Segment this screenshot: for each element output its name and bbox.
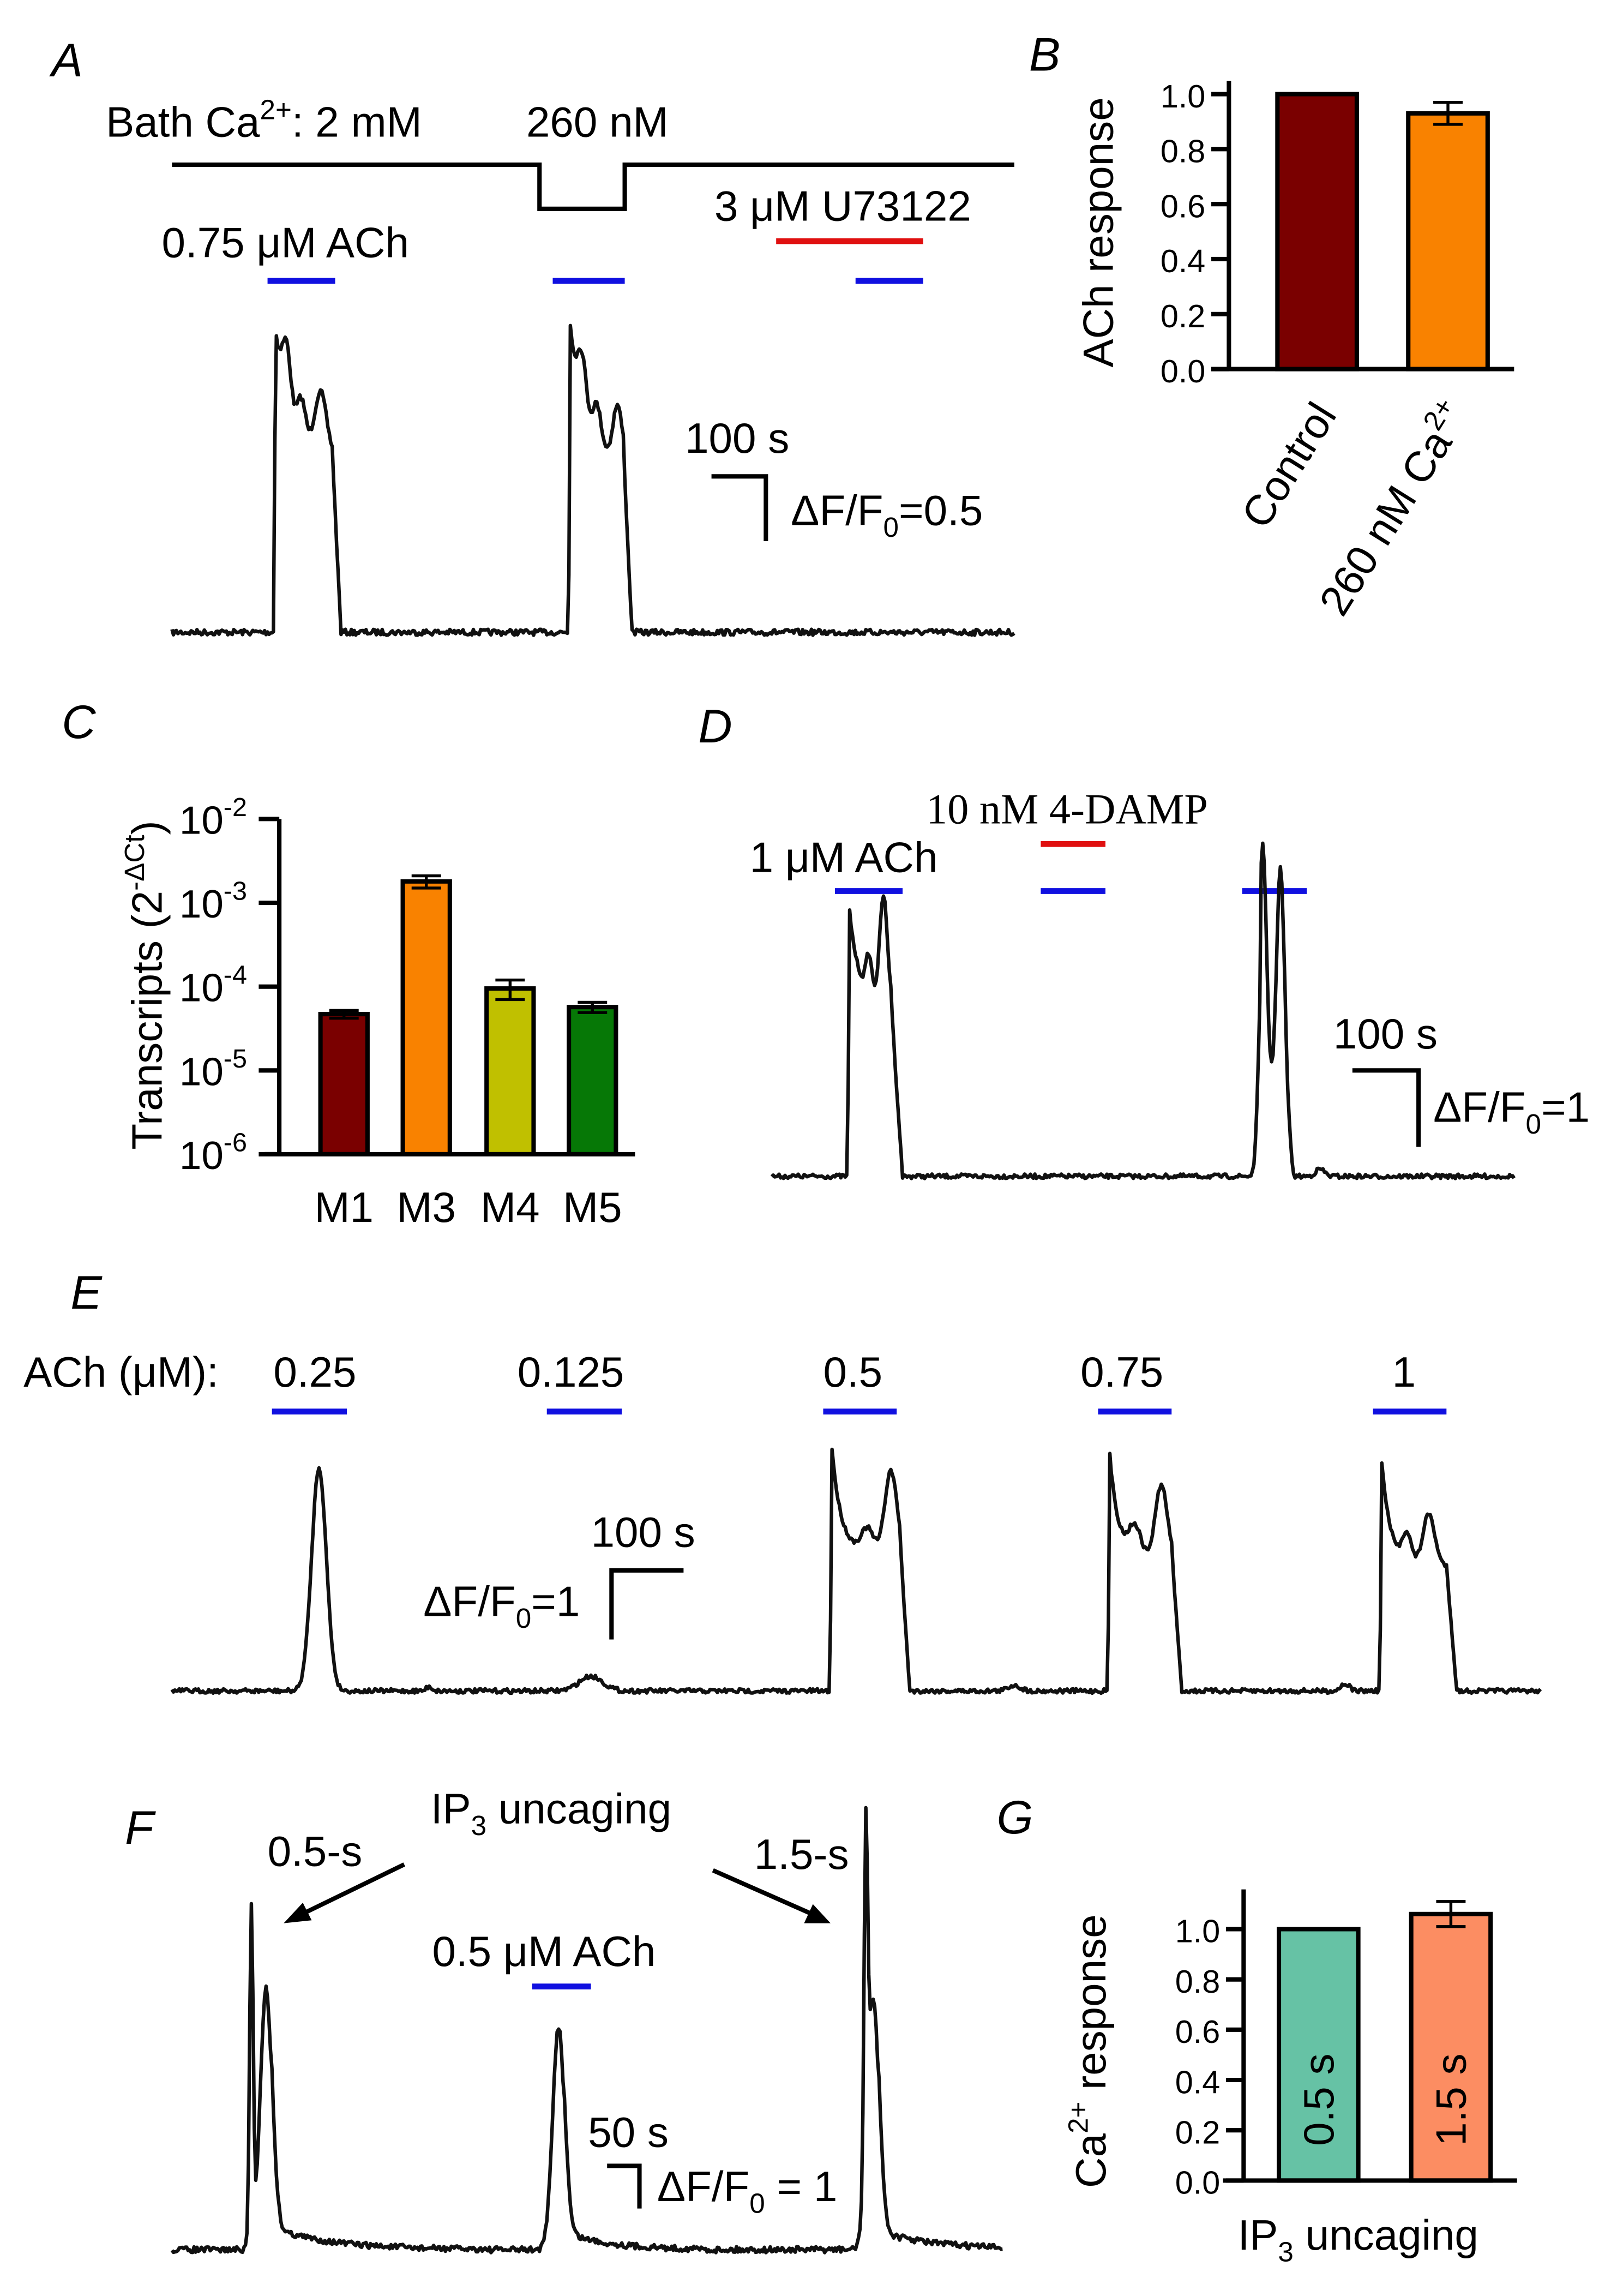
scale-time-label: 50 s	[588, 2108, 669, 2156]
panel-d: D 10 nM 4-DAMP 1 μM ACh 100 s ΔF/F0=1	[698, 700, 1590, 1180]
panel-label-e: E	[70, 1267, 103, 1319]
panel-c: C Transcripts (2-ΔCt) 10-6 10-5 10-4 10-3 10…	[62, 696, 635, 1231]
calcium-trace	[170, 1806, 1003, 2255]
y-tick-label: 10-4	[179, 960, 247, 1010]
y-axis-label: ACh response	[1074, 97, 1122, 367]
y-tick-label: 10-3	[179, 877, 247, 926]
x-axis-label: IP3 uncaging	[1238, 2211, 1478, 2268]
panel-e: E ACh (μM): 0.25 0.125 0.5 0.75 1 100 s …	[23, 1267, 1542, 1695]
x-tick-label: M4	[480, 1183, 540, 1231]
scale-time-label: 100 s	[1333, 1010, 1438, 1058]
calcium-trace	[170, 1447, 1542, 1695]
scale-time-label: 100 s	[685, 414, 789, 462]
y-tick-label: 1.0	[1175, 1913, 1220, 1950]
bath-low-label: 260 nM	[526, 98, 669, 146]
y-axis-label: Ca2+ response	[1063, 1914, 1115, 2188]
y-tick-label: 0.8	[1175, 1963, 1220, 2000]
y-tick-label: 10-2	[179, 793, 247, 842]
drug-label: 10 nM 4-DAMP	[926, 785, 1208, 832]
x-tick-label: Control	[1232, 394, 1345, 536]
scale-amp-label: ΔF/F0=0.5	[791, 486, 983, 543]
panel-f: F IP3 uncaging 0.5-s 1.5-s 0.5 μM ACh 50…	[125, 1784, 1003, 2255]
panel-label-b: B	[1029, 28, 1061, 81]
scale-bar	[607, 2163, 642, 2209]
panel-a: A Bath Ca2+: 2 mM 260 nM 3 μM U73122 0.7…	[49, 34, 1015, 637]
panel-label-a: A	[49, 34, 83, 87]
calcium-trace	[770, 841, 1516, 1180]
calcium-trace	[170, 323, 1015, 637]
concentration-value: 0.25	[273, 1348, 356, 1396]
bar	[1406, 111, 1490, 371]
bar	[400, 879, 452, 1156]
agonist-label: 0.75 μM ACh	[161, 219, 408, 267]
error-bar	[411, 874, 441, 890]
panel-label-d: D	[698, 700, 732, 753]
arrow-icon	[712, 1868, 831, 1923]
bar	[484, 986, 536, 1156]
y-tick-label: 10-5	[179, 1044, 247, 1094]
scale-bar	[609, 1568, 684, 1640]
error-bar	[1436, 1900, 1466, 1928]
panel-label-c: C	[62, 696, 96, 748]
y-tick-label: 0.8	[1161, 133, 1205, 170]
panel-label-f: F	[125, 1802, 156, 1854]
y-tick-label: 0.2	[1175, 2114, 1220, 2150]
panel-g: G Ca2+ response 0.0 0.2 0.4 0.6 0.8 1.0 0.5 s…	[997, 1791, 1517, 2268]
concentration-label: ACh (μM):	[23, 1348, 219, 1396]
error-bar	[1433, 100, 1463, 126]
y-tick-label: 0.2	[1161, 298, 1205, 334]
y-tick-label: 0.6	[1161, 188, 1205, 224]
x-tick-label: M1	[314, 1183, 374, 1231]
scale-bar	[711, 474, 768, 541]
scale-amp-label: ΔF/F0=1	[423, 1577, 580, 1634]
scale-amp-label: ΔF/F0=1	[1433, 1083, 1590, 1140]
drug-label: 3 μM U73122	[714, 182, 971, 230]
y-axis-label: Transcripts (2-ΔCt)	[119, 820, 171, 1149]
scale-amp-label: ΔF/F0 = 1	[657, 2162, 837, 2219]
panel-label-g: G	[997, 1791, 1033, 1844]
error-bar	[495, 978, 525, 1002]
bar	[1277, 1927, 1361, 2183]
concentration-value: 0.75	[1080, 1348, 1163, 1396]
agonist-label: 1 μM ACh	[750, 833, 938, 881]
bar	[567, 1005, 618, 1156]
bar	[318, 1012, 370, 1156]
bar	[1409, 1911, 1493, 2183]
concentration-value: 0.125	[518, 1348, 624, 1396]
error-bar	[578, 1000, 608, 1014]
y-tick-label: 0.4	[1175, 2064, 1220, 2100]
y-tick-label: 0.6	[1175, 2013, 1220, 2050]
bar-label: 1.5 s	[1427, 2053, 1475, 2145]
x-tick-label: M3	[396, 1183, 456, 1231]
y-tick-label: 10-6	[179, 1128, 247, 1178]
uncaging-label: IP3 uncaging	[431, 1784, 671, 1841]
bar-label: 0.5 s	[1295, 2053, 1343, 2145]
y-tick-label: 0.0	[1175, 2165, 1220, 2201]
x-tick-label: M5	[563, 1183, 622, 1231]
pulse-short-label: 0.5-s	[268, 1827, 363, 1875]
bath-protocol-line	[172, 162, 1014, 211]
agonist-label: 0.5 μM ACh	[432, 1927, 656, 1975]
scale-bar	[1352, 1068, 1421, 1147]
y-tick-label: 1.0	[1161, 78, 1205, 115]
scale-time-label: 100 s	[591, 1508, 695, 1556]
pulse-long-label: 1.5-s	[754, 1830, 849, 1878]
bath-ca-label: Bath Ca2+: 2 mM	[106, 94, 422, 146]
panel-b: B ACh response 0.0 0.2 0.4 0.6 0.8 1.0 Contro…	[1029, 28, 1514, 624]
y-tick-label: 0.4	[1161, 243, 1205, 279]
concentration-value: 0.5	[823, 1348, 882, 1396]
concentration-value: 1	[1392, 1348, 1416, 1396]
error-bar	[329, 1009, 359, 1020]
arrow-icon	[284, 1862, 406, 1923]
bar	[1275, 92, 1359, 371]
y-tick-label: 0.0	[1161, 353, 1205, 389]
